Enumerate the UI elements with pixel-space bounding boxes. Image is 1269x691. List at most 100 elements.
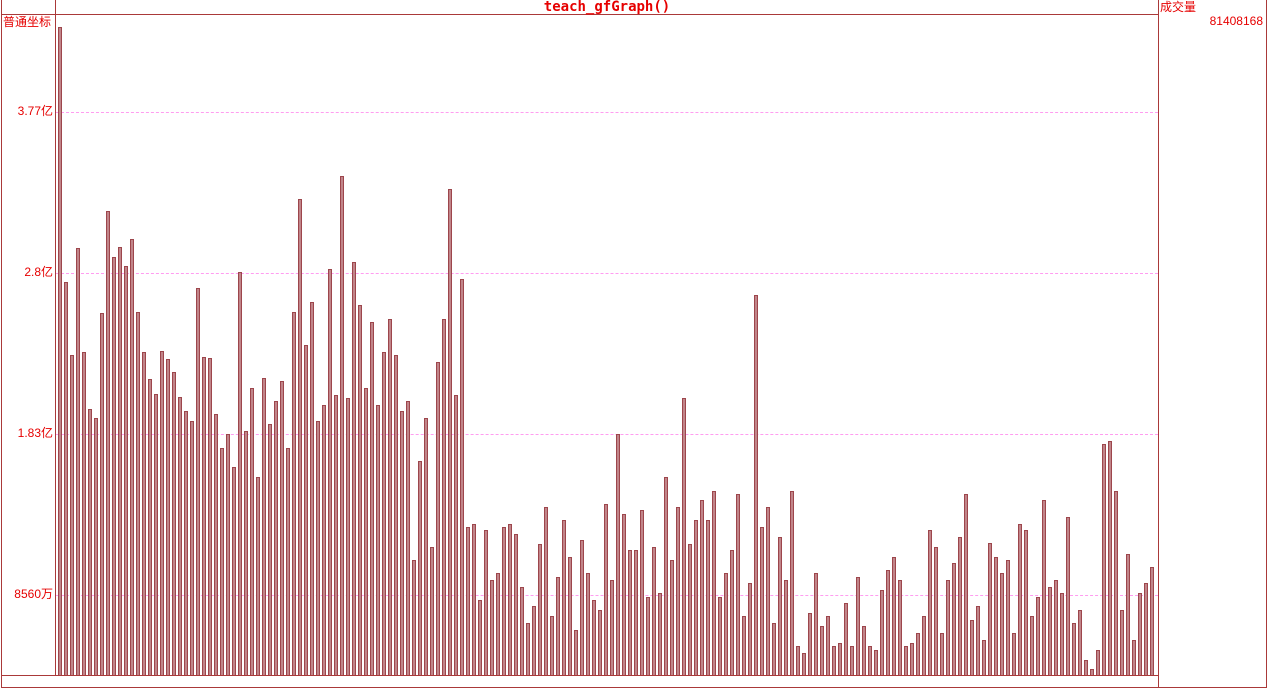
volume-bar [712, 490, 716, 675]
volume-bar [70, 354, 74, 675]
volume-bar [172, 372, 176, 675]
volume-bar [142, 351, 146, 675]
volume-bar [406, 401, 410, 675]
volume-bar [850, 646, 854, 675]
volume-bar [730, 549, 734, 675]
volume-bar [382, 351, 386, 675]
volume-bar [394, 354, 398, 675]
volume-bar [418, 460, 422, 675]
volume-bar [766, 507, 770, 675]
volume-bar [322, 404, 326, 675]
volume-bar [412, 560, 416, 675]
volume-bar [1030, 616, 1034, 675]
volume-bar [814, 572, 818, 675]
volume-bar [772, 622, 776, 675]
window-border-left [1, 0, 2, 688]
volume-bar [118, 246, 122, 675]
volume-bar [940, 632, 944, 675]
volume-bar [502, 527, 506, 675]
volume-bar [634, 549, 638, 675]
volume-bar [790, 490, 794, 675]
volume-bar [460, 279, 464, 675]
volume-bar [922, 616, 926, 675]
volume-bar [646, 596, 650, 675]
volume-bar [226, 433, 230, 675]
volume-bar [556, 576, 560, 675]
volume-bar [910, 643, 914, 675]
volume-bar [1126, 554, 1130, 675]
volume-bar [262, 377, 266, 675]
volume-bar [76, 248, 80, 675]
volume-bar [136, 312, 140, 675]
volume-bar [904, 646, 908, 675]
volume-bar [796, 646, 800, 675]
volume-bar [640, 510, 644, 675]
volume-bar [340, 176, 344, 675]
volume-bar [1108, 440, 1112, 675]
volume-bar [694, 519, 698, 675]
volume-bar [700, 500, 704, 675]
volume-bar [472, 523, 476, 675]
volume-bar [802, 652, 806, 675]
volume-bar [1078, 610, 1082, 675]
window-border-right [1266, 0, 1267, 688]
volume-bar [688, 543, 692, 675]
volume-bar [856, 576, 860, 675]
volume-bar [232, 466, 236, 675]
volume-bar [778, 537, 782, 675]
window-border-bottom [1, 687, 1267, 688]
volume-bar [868, 646, 872, 675]
volume-bar [826, 616, 830, 675]
volume-bar [346, 398, 350, 675]
volume-bar [748, 583, 752, 675]
volume-bar [388, 319, 392, 675]
volume-bar [58, 27, 62, 675]
y-axis-label: 1.83亿 [17, 425, 53, 440]
volume-bar [952, 563, 956, 675]
volume-bar [718, 596, 722, 675]
volume-bar [424, 418, 428, 675]
volume-bar [664, 477, 668, 675]
volume-bar [400, 410, 404, 675]
volume-bar [364, 388, 368, 675]
y-axis-label: 3.77亿 [17, 104, 53, 119]
volume-bar [1000, 572, 1004, 675]
volume-bar [292, 312, 296, 675]
latest-volume-value: 81408168 [1209, 14, 1263, 28]
volume-bar [94, 418, 98, 675]
volume-bar [916, 632, 920, 675]
volume-bar [1036, 596, 1040, 675]
volume-bar [532, 605, 536, 675]
volume-bar [1054, 579, 1058, 675]
volume-bar [736, 493, 740, 675]
volume-bar [454, 395, 458, 675]
volume-bar [298, 199, 302, 675]
volume-bar [1072, 622, 1076, 675]
volume-bar [784, 579, 788, 675]
volume-bar [154, 394, 158, 675]
volume-bar [988, 542, 992, 675]
volume-bar [994, 557, 998, 675]
volume-bar [334, 395, 338, 675]
gridline [56, 433, 1158, 435]
volume-bar [106, 210, 110, 675]
volume-bar [958, 537, 962, 675]
volume-bar [658, 593, 662, 675]
volume-bar [724, 572, 728, 675]
volume-bar [1024, 530, 1028, 675]
volume-bar [934, 546, 938, 675]
volume-bar [238, 271, 242, 675]
volume-bar [1144, 583, 1148, 675]
volume-bar [1084, 659, 1088, 675]
volume-bar [670, 560, 674, 675]
volume-bar [88, 408, 92, 675]
volume-bar [976, 605, 980, 675]
volume-bar [190, 421, 194, 675]
volume-bar [676, 507, 680, 675]
volume-bar [1060, 593, 1064, 675]
volume-chart [56, 14, 1158, 675]
volume-bar [610, 579, 614, 675]
volume-bar [1042, 500, 1046, 675]
volume-bar [754, 294, 758, 675]
